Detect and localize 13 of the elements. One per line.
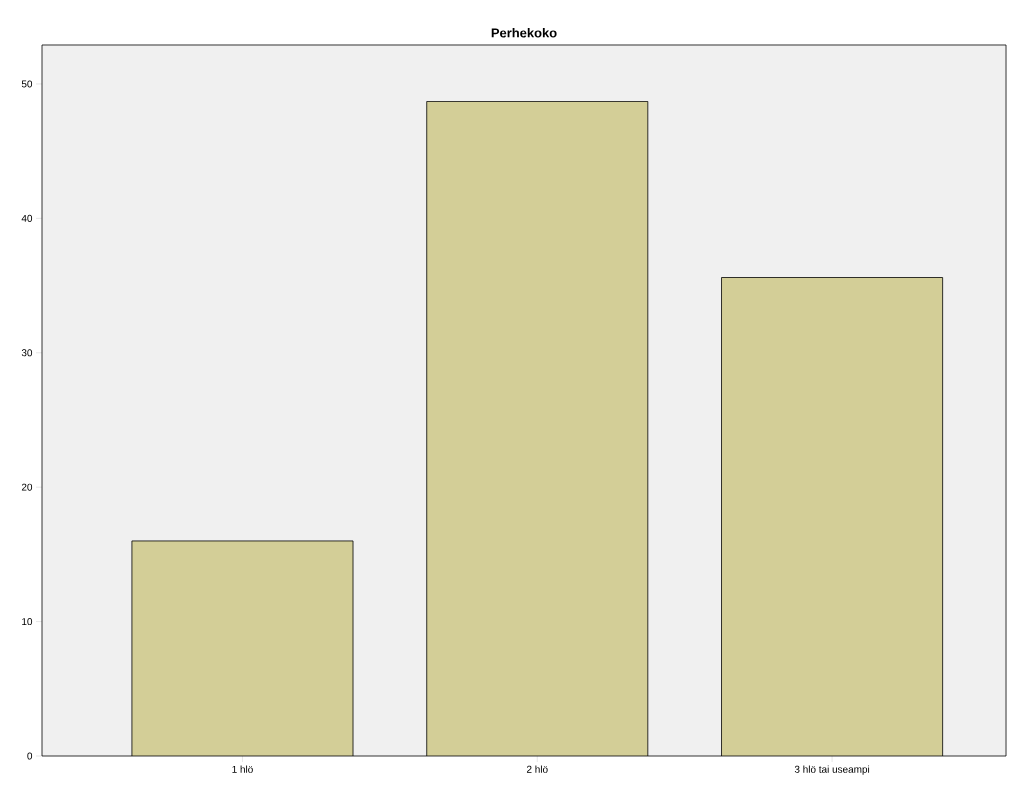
chart-title: Perhekoko	[491, 27, 557, 38]
y-tick-label: 10	[22, 618, 33, 626]
bar	[426, 101, 649, 756]
y-tick-label: 50	[21, 80, 33, 88]
x-tick-label: 3 hlö tai useampi	[794, 765, 870, 775]
y-tick-label: 30	[21, 349, 33, 357]
y-tick-label: 0	[27, 752, 33, 760]
y-tick-label: 40	[21, 214, 33, 222]
x-tick-label: 2 hlö	[526, 765, 548, 773]
x-tick-label: 1 hlö	[232, 765, 253, 773]
y-tick-label: 20	[21, 483, 33, 491]
bar	[721, 277, 944, 756]
bar	[131, 540, 354, 756]
